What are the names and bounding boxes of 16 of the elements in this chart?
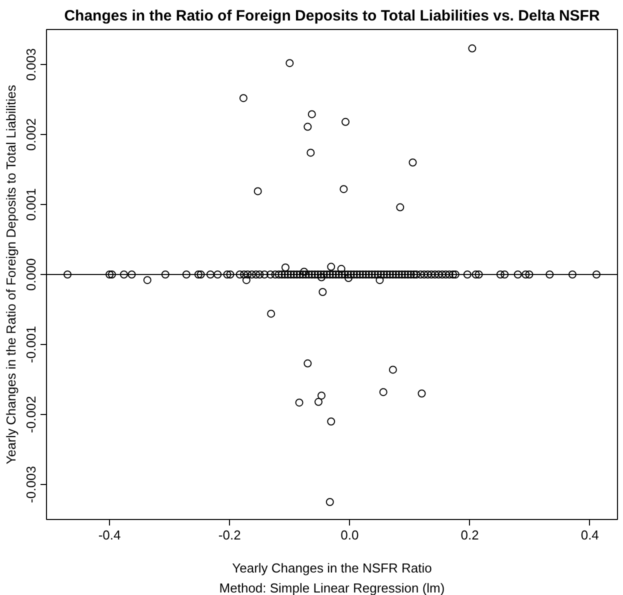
- x-tick-label: 0.4: [580, 528, 599, 542]
- text: Method: Simple Linear Regression (lm): [219, 580, 445, 595]
- x-tick-label: -0.2: [218, 528, 241, 542]
- x-axis-title: Yearly Changes in the NSFR Ratio: [232, 560, 432, 576]
- y-axis-title: Yearly Changes in the Ratio of Foreign Deposits to Total Liabilities: [4, 84, 18, 464]
- x-tick-label: 0.2: [460, 528, 479, 542]
- y-tick-label: 0.000: [24, 258, 38, 291]
- y-tick-label: -0.003: [24, 466, 38, 503]
- x-tick-label: 0.0: [340, 528, 359, 542]
- y-tick-label: 0.001: [24, 188, 38, 221]
- x-tick-label: -0.4: [98, 528, 121, 542]
- y-tick-label: 0.003: [24, 48, 38, 81]
- y-tick-label: -0.001: [24, 326, 38, 363]
- y-tick-label: 0.002: [24, 118, 38, 151]
- chart-title: Changes in the Ratio of Foreign Deposits to Total Liabilities vs. Delta NSFR: [64, 8, 600, 24]
- y-tick-label: -0.002: [24, 396, 38, 433]
